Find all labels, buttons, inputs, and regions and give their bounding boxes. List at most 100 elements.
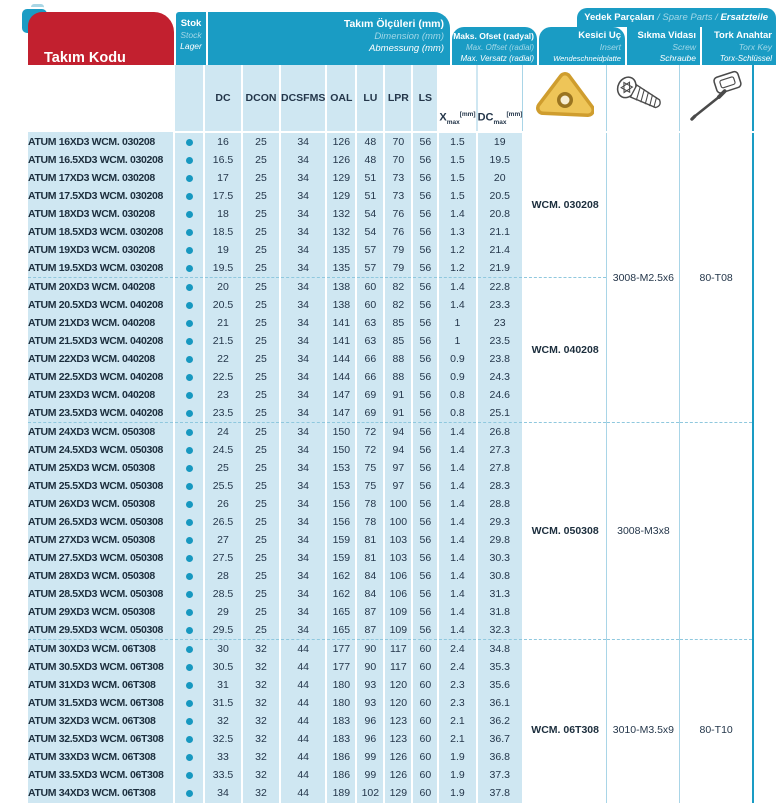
value-cell: 24.3 — [476, 368, 524, 386]
table-row: ATUM 34XD3 WCM. 06T308 34 32 44 189 102 129 60 1… — [28, 784, 753, 802]
value-cell: 0.9 — [438, 350, 478, 368]
stock-dot-icon — [185, 465, 193, 472]
insert-cell: WCM. 030208 — [522, 132, 607, 278]
table-row: ATUM 31XD3 WCM. 06T308 31 32 44 180 93 120 60 2.… — [28, 676, 753, 694]
table-row: ATUM 19XD3 WCM. 030208 19 25 34 135 57 79 56 1.2… — [28, 241, 753, 259]
value-cell: 96 — [356, 712, 386, 730]
stock-cell — [174, 314, 205, 332]
ordering-code: ATUM 26.5XD3 WCM. 050308 — [28, 513, 175, 531]
value-cell: 36.1 — [476, 694, 524, 712]
value-cell: 1.4 — [438, 531, 478, 549]
value-cell: 31 — [204, 676, 243, 694]
stock-dot-icon — [185, 790, 193, 797]
ordering-code: ATUM 18XD3 WCM. 030208 — [28, 205, 175, 223]
value-cell: 2.4 — [438, 658, 478, 676]
stock-dot-icon — [185, 193, 193, 200]
value-cell: 156 — [326, 513, 358, 531]
ordering-code: ATUM 16XD3 WCM. 030208 — [28, 132, 175, 151]
value-cell: 25 — [242, 459, 281, 477]
value-cell: 81 — [356, 531, 386, 549]
table-row: ATUM 20.5XD3 WCM. 040208 20.5 25 34 138 60 82 5… — [28, 296, 753, 314]
value-cell: 56 — [412, 585, 440, 603]
screw-header: Sıkma Vidası Screw Schraube — [627, 27, 700, 65]
value-cell: 57 — [356, 241, 386, 259]
value-cell: 84 — [356, 585, 386, 603]
value-cell: 44 — [280, 676, 328, 694]
stock-cell — [174, 459, 205, 477]
ordering-code: ATUM 33XD3 WCM. 06T308 — [28, 748, 175, 766]
value-cell: 60 — [412, 658, 440, 676]
value-cell: 36.7 — [476, 730, 524, 748]
value-cell: 150 — [326, 441, 358, 459]
stock-dot-icon — [185, 247, 193, 254]
value-cell: 54 — [356, 205, 386, 223]
col-dcon: DCON — [242, 65, 281, 133]
value-cell: 32 — [242, 730, 281, 748]
value-cell: 34 — [280, 386, 328, 404]
table-row: ATUM 30XD3 WCM. 06T308 30 32 44 177 90 117 60 2.… — [28, 639, 754, 803]
stock-dot-icon — [185, 429, 193, 436]
stock-dot-icon — [185, 591, 193, 598]
value-cell: 23 — [476, 314, 524, 332]
value-cell: 60 — [412, 784, 440, 802]
value-cell: 25.5 — [204, 477, 243, 495]
value-cell: 32 — [242, 784, 281, 802]
col-xmax: Xmax[mm] — [438, 65, 477, 133]
table-row: ATUM 24.5XD3 WCM. 050308 24.5 25 34 150 72 94 5… — [28, 441, 753, 459]
value-cell: 60 — [412, 730, 440, 748]
stock-dot-icon — [185, 700, 193, 707]
value-cell: 56 — [412, 513, 440, 531]
stock-cell — [174, 748, 205, 766]
value-cell: 183 — [326, 730, 358, 748]
stock-dot-icon — [185, 736, 193, 743]
value-cell: 103 — [384, 549, 414, 567]
value-cell: 17 — [204, 169, 243, 187]
value-cell: 25 — [242, 477, 281, 495]
value-cell: 2.1 — [438, 730, 478, 748]
value-cell: 29.5 — [204, 621, 243, 640]
value-cell: 44 — [280, 730, 328, 748]
table-row: ATUM 21.5XD3 WCM. 040208 21.5 25 34 141 63 85 5… — [28, 332, 753, 350]
value-cell: 34 — [280, 441, 328, 459]
value-cell: 60 — [412, 676, 440, 694]
stock-dot-icon — [185, 664, 193, 671]
value-cell: 87 — [356, 603, 386, 621]
stock-dot-icon — [185, 157, 193, 164]
value-cell: 60 — [412, 639, 440, 658]
ordering-code: ATUM 32.5XD3 WCM. 06T308 — [28, 730, 175, 748]
value-cell: 109 — [384, 621, 414, 640]
stock-cell — [174, 296, 205, 314]
value-cell: 120 — [384, 676, 414, 694]
ordering-code: ATUM 23XD3 WCM. 040208 — [28, 386, 175, 404]
value-cell: 1.9 — [438, 748, 478, 766]
value-cell: 34 — [280, 205, 328, 223]
value-cell: 25 — [242, 205, 281, 223]
stock-dot-icon — [185, 374, 193, 381]
value-cell: 1.5 — [438, 169, 478, 187]
value-cell: 26.8 — [476, 422, 524, 441]
torx-key-icon — [690, 70, 742, 121]
value-cell: 34 — [280, 531, 328, 549]
value-cell: 56 — [412, 132, 440, 151]
col-lpr: LPR — [384, 65, 414, 133]
stock-cell — [174, 277, 205, 296]
value-cell: 25 — [242, 513, 281, 531]
value-cell: 1.2 — [438, 241, 478, 259]
value-cell: 56 — [412, 422, 440, 441]
value-cell: 23.8 — [476, 350, 524, 368]
value-cell: 56 — [412, 531, 440, 549]
screw-cell: 3010-M3.5x9 — [606, 639, 680, 803]
tool-dimensions-header: Takım Ölçüleri (mm) Dimension (mm) Abmes… — [343, 18, 444, 54]
value-cell: 96 — [356, 730, 386, 748]
value-cell: 56 — [412, 477, 440, 495]
stock-cell — [174, 585, 205, 603]
value-cell: 32 — [242, 694, 281, 712]
ordering-code: ATUM 30XD3 WCM. 06T308 — [28, 639, 175, 658]
value-cell: 25 — [242, 187, 281, 205]
ordering-code: ATUM 34XD3 WCM. 06T308 — [28, 784, 175, 802]
value-cell: 1.4 — [438, 277, 478, 296]
value-cell: 72 — [356, 441, 386, 459]
stock-cell — [174, 404, 205, 423]
value-cell: 56 — [412, 332, 440, 350]
value-cell: 32 — [242, 658, 281, 676]
